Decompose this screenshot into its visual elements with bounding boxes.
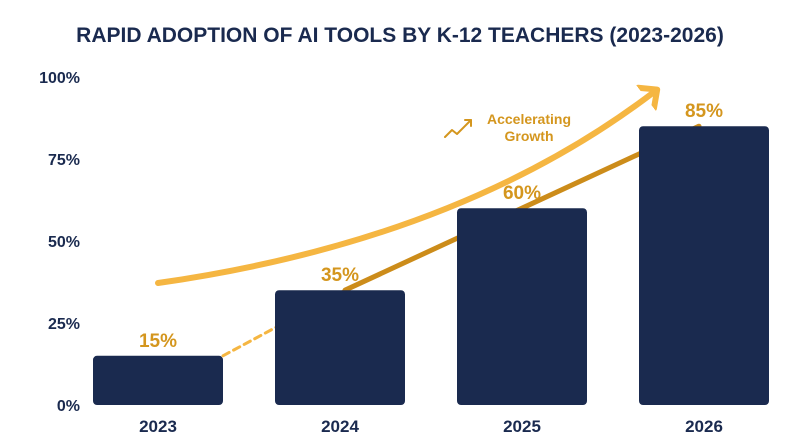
trend-up-icon [444,119,472,138]
x-tick-label: 2023 [139,417,177,436]
bar-2023 [93,355,223,405]
data-label: 15% [139,331,177,352]
bar-2026 [639,126,769,405]
growth-arrow [155,92,654,286]
bars [93,126,769,405]
bar-2025 [457,208,587,405]
annotation-line2: Growth [505,128,554,144]
x-axis: 2023 2024 2025 2026 [139,417,723,436]
x-tick-label: 2026 [685,417,723,436]
x-tick-label: 2025 [503,417,541,436]
x-tick-label: 2024 [321,417,359,436]
data-label: 35% [321,265,359,286]
y-axis: 0% 25% 50% 75% 100% [39,70,80,415]
y-tick-label: 0% [57,398,80,415]
y-tick-label: 25% [48,316,80,333]
annotation-line1: Accelerating [487,111,571,127]
data-labels: 15% 35% 60% 85% [139,101,723,352]
y-tick-label: 50% [48,234,80,251]
chart-title: RAPID ADOPTION OF AI TOOLS BY K-12 TEACH… [76,24,724,47]
data-label: 60% [503,183,541,204]
bar-2024 [275,290,405,405]
data-label: 85% [685,101,723,122]
y-tick-label: 75% [48,152,80,169]
y-tick-label: 100% [39,70,80,87]
